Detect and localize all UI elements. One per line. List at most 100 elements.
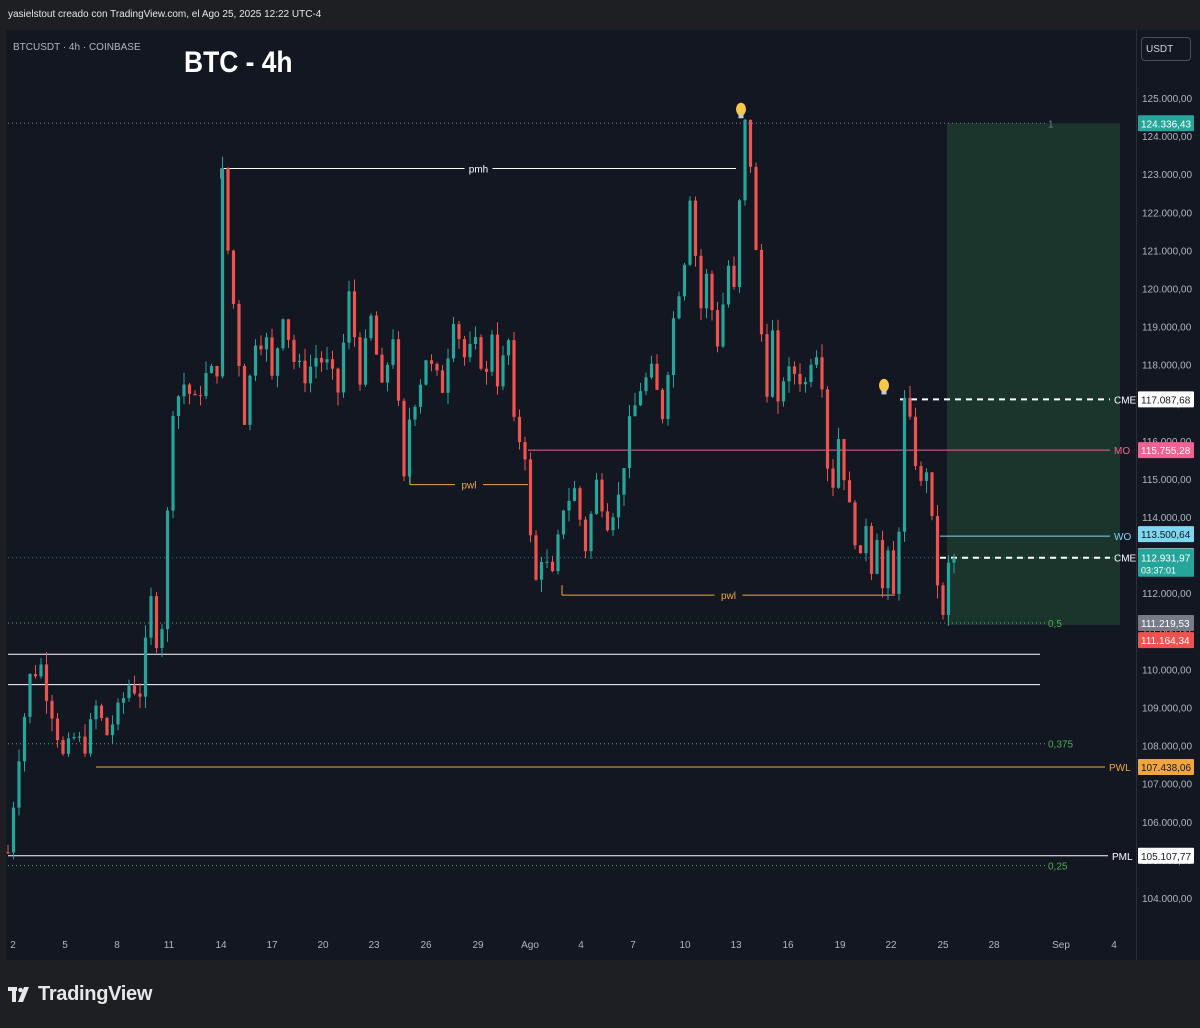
chart-title: BTC - 4h	[184, 46, 293, 79]
markers-layer	[736, 102, 889, 395]
chart-credit: yasielstout creado con TradingView.com, …	[8, 9, 322, 20]
candle-body	[864, 526, 868, 554]
candle-body	[259, 345, 263, 350]
candle-body	[292, 339, 296, 363]
candle-body	[693, 200, 698, 256]
x-tick-label: 19	[834, 940, 846, 951]
x-tick-label: 20	[317, 940, 329, 951]
tradingview-logo[interactable]: TradingView	[8, 983, 152, 1006]
level-label-bg	[464, 161, 493, 176]
fib-label: 1	[1048, 119, 1054, 130]
x-tick-label: 28	[988, 940, 1000, 951]
candle-body	[814, 357, 819, 365]
candle-body	[726, 265, 731, 305]
candle-body	[578, 488, 582, 520]
price-label-text: 115.755,28	[1141, 446, 1191, 457]
price-labels-layer: 124.336,43 117.087,68 115.755,28 113.500,64…	[1138, 115, 1194, 864]
candle-body	[660, 389, 665, 420]
price-label-box	[1138, 548, 1194, 577]
y-tick-label: 104.000,00	[1142, 894, 1192, 905]
candle-body	[831, 468, 835, 488]
candle-body	[11, 807, 16, 853]
y-tick-label: 108.000,00	[1142, 742, 1192, 753]
candle-body	[369, 315, 373, 339]
level-tag-wo: WO	[1114, 532, 1131, 543]
candle-body	[143, 637, 148, 697]
candle-body	[737, 200, 742, 287]
candle-body	[55, 718, 60, 741]
y-tick-label: 119.000,00	[1142, 323, 1192, 334]
price-label-box	[1138, 442, 1194, 459]
candle-body	[275, 348, 280, 376]
candle-body	[825, 389, 830, 469]
candle-body	[253, 345, 258, 376]
candle-body	[451, 324, 456, 359]
candle-body	[336, 368, 340, 393]
candle-body	[506, 340, 511, 356]
candle-body	[567, 500, 571, 511]
price-label-text: 112.931,97	[1141, 554, 1191, 565]
level-lines-layer: 1 0,5 0,375 0,25 pmh pwl pwl MO WO CME CME PWL PML	[8, 119, 1137, 873]
x-tick-label: 5	[62, 940, 68, 951]
y-tick-label: 122.000,00	[1142, 208, 1192, 219]
lightbulb-icon	[879, 378, 889, 395]
candle-body	[523, 442, 527, 460]
x-tick-label: 10	[679, 940, 691, 951]
candle-body	[88, 719, 93, 754]
candle-body	[105, 717, 109, 736]
candle-body	[468, 343, 472, 358]
candle-body	[781, 381, 786, 402]
price-label-text: 124.336,43	[1141, 119, 1191, 130]
level-label-pwl: pwl	[721, 591, 736, 602]
candle-body	[473, 337, 478, 344]
y-tick-label: 110.000,00	[1142, 665, 1192, 676]
candle-body	[721, 304, 725, 347]
candle-body	[209, 365, 214, 374]
candle-body	[33, 674, 38, 677]
price-label-box	[1138, 759, 1194, 776]
candle-body	[924, 472, 929, 481]
candle-body	[539, 561, 544, 580]
target-zone	[947, 123, 1120, 626]
candle-body	[495, 334, 500, 387]
candle-body	[248, 375, 252, 425]
x-tick-label: Ago	[521, 940, 539, 951]
x-tick-label: 13	[730, 940, 742, 951]
candle-body	[165, 510, 170, 630]
candle-body	[198, 395, 203, 397]
candle-body	[358, 337, 362, 385]
symbol-info: BTCUSDT · 4h · COINBASE	[13, 42, 141, 53]
candle-body	[682, 264, 687, 297]
currency-button[interactable]: USDT	[1141, 37, 1191, 61]
fib-label: 0,5	[1048, 619, 1062, 630]
price-label-box	[1138, 632, 1194, 649]
x-tick-label: 2	[10, 940, 16, 951]
target-zone-layer	[947, 123, 1120, 626]
candle-body	[435, 363, 439, 371]
candle-body	[303, 360, 307, 384]
y-tick-label: 125.000,00	[1142, 94, 1192, 105]
candle-body	[886, 550, 890, 589]
y-tick-label: 124.000,00	[1142, 132, 1192, 143]
candle-body	[528, 459, 533, 536]
candle-body	[902, 397, 907, 532]
candle-body	[671, 318, 676, 376]
candle-body	[611, 517, 615, 531]
candle-body	[308, 366, 313, 384]
candle-body	[407, 419, 412, 477]
x-tick-label: 11	[164, 940, 175, 951]
candle-body	[512, 340, 516, 417]
x-tick-label: 22	[885, 940, 897, 951]
candle-body	[176, 396, 181, 416]
candle-body	[242, 365, 247, 425]
y-tick-label: 109.000,00	[1142, 704, 1192, 715]
candle-body	[930, 472, 934, 517]
price-axis[interactable]	[1136, 30, 1200, 960]
candle-body	[946, 562, 951, 615]
y-tick-label: 107.000,00	[1142, 780, 1192, 791]
candle-body	[171, 415, 175, 511]
candle-body	[765, 334, 769, 397]
currency-label: USDT	[1146, 43, 1174, 55]
footer-bar	[0, 962, 1200, 1028]
